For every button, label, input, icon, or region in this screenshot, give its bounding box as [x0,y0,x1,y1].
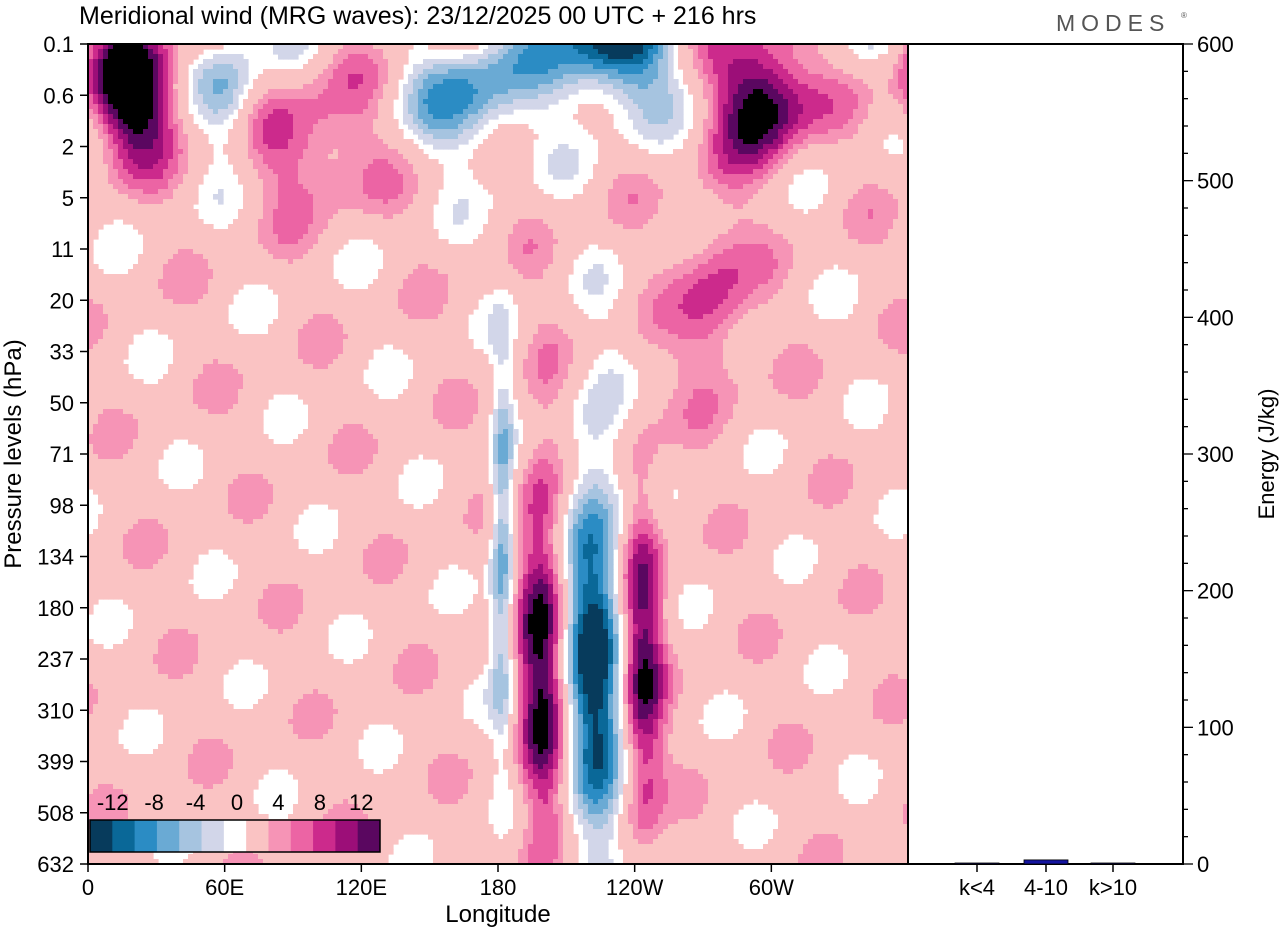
energy-tick-label: 600 [1197,32,1234,57]
energy-tick-label: 200 [1197,579,1234,604]
energy-bar [954,862,1000,865]
logo-mark: ® [1181,11,1187,20]
energy-bar [1023,859,1069,865]
colorbar-swatch [335,820,359,852]
x-axis-label: Longitude [445,901,550,928]
y-axis-label: Pressure levels (hPa) [0,339,27,568]
colorbar-label: 8 [314,790,326,815]
colorbar-swatch [90,820,113,852]
colorbar-label: -4 [186,790,206,815]
y-tick-label: 310 [37,698,74,723]
y-tick-label: 71 [50,442,74,467]
x-tick-label: 60W [749,875,794,900]
y-tick-label: 632 [37,852,74,877]
energy-bars: k<4 4-10 k>10 [954,859,1137,900]
energy-panel [907,43,1184,865]
x-tick-label: 0 [82,875,94,900]
contour-field [88,44,908,864]
colorbar-label: -8 [144,790,164,815]
energy-category-label: 4-10 [1024,875,1068,900]
energy-tick-label: 100 [1197,715,1234,740]
y-tick-label: 508 [37,801,74,826]
colorbar-label: -12 [97,790,129,815]
colorbar-swatch [357,820,381,852]
energy-bar [1090,862,1136,865]
colorbar-swatch [313,820,336,852]
y-tick-label: 134 [37,545,74,570]
colorbar-swatch [246,820,269,852]
colorbar-swatch [112,820,136,852]
energy-tick-label: 500 [1197,169,1234,194]
energy-tick-label: 300 [1197,442,1234,467]
colorbar: -12 -8 -4 0 4 8 12 [89,790,381,853]
y-tick-label: 2 [62,135,74,160]
x-tick-label: 60E [205,875,244,900]
logo-text: MODES [1056,10,1170,36]
colorbar-swatch [156,820,180,852]
colorbar-swatch [201,820,225,852]
x-tick-label: 120W [606,875,664,900]
colorbar-swatch [134,820,158,852]
y-tick-label: 98 [50,493,74,518]
energy-category-label: k<4 [959,875,995,900]
y-tick-label: 399 [37,750,74,775]
energy-axis-label: Energy (J/kg) [1254,389,1279,520]
longitude-axis: 0 60E 120E 180 120W 60W [82,864,794,900]
colorbar-swatch [268,820,292,852]
chart-title: Meridional wind (MRG waves): 23/12/2025 … [79,2,756,30]
colorbar-swatch [290,820,314,852]
energy-category-label: k>10 [1089,875,1137,900]
energy-axis: 0 100 200 300 400 500 600 [1183,32,1234,877]
y-tick-label: 20 [50,288,74,313]
y-tick-label: 5 [62,186,74,211]
pressure-axis: 0.1 0.6 2 5 11 20 33 50 71 98 134 180 237 310 399 508 63… [37,32,88,877]
y-tick-label: 180 [37,596,74,621]
y-tick-label: 11 [51,237,74,262]
y-tick-label: 0.1 [43,32,74,57]
energy-tick-label: 400 [1197,305,1234,330]
y-tick-label: 33 [50,340,74,365]
x-tick-label: 180 [480,875,517,900]
colorbar-swatch [179,820,203,852]
energy-tick-label: 0 [1197,852,1209,877]
colorbar-label: 4 [272,790,284,815]
colorbar-label: 0 [231,790,243,815]
colorbar-swatch [223,820,247,852]
y-tick-label: 50 [50,391,74,416]
colorbar-label: 12 [349,790,373,815]
y-tick-label: 0.6 [43,83,74,108]
y-tick-label: 237 [37,647,74,672]
x-tick-label: 120E [336,875,387,900]
